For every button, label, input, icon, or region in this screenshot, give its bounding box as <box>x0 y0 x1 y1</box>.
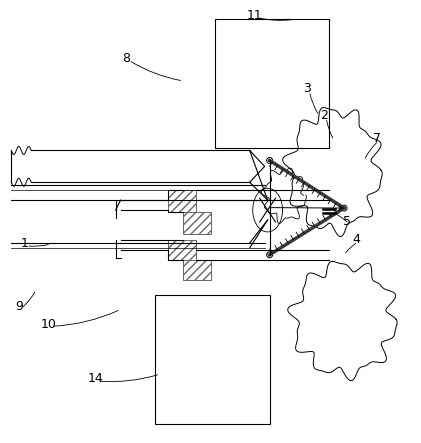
Polygon shape <box>168 240 196 260</box>
Polygon shape <box>168 190 196 212</box>
Text: 4: 4 <box>352 233 360 246</box>
Text: 8: 8 <box>123 51 131 65</box>
Text: 7: 7 <box>373 132 381 145</box>
Polygon shape <box>183 260 211 280</box>
Text: 1: 1 <box>20 237 28 250</box>
Bar <box>215 19 329 148</box>
Text: 11: 11 <box>247 9 263 22</box>
Text: 5: 5 <box>343 215 351 229</box>
Text: 2: 2 <box>320 109 328 122</box>
Text: 3: 3 <box>304 82 311 95</box>
Bar <box>155 295 269 424</box>
Text: 14: 14 <box>88 373 104 385</box>
Text: 9: 9 <box>15 300 23 313</box>
Polygon shape <box>183 212 211 234</box>
Text: 10: 10 <box>41 318 57 331</box>
